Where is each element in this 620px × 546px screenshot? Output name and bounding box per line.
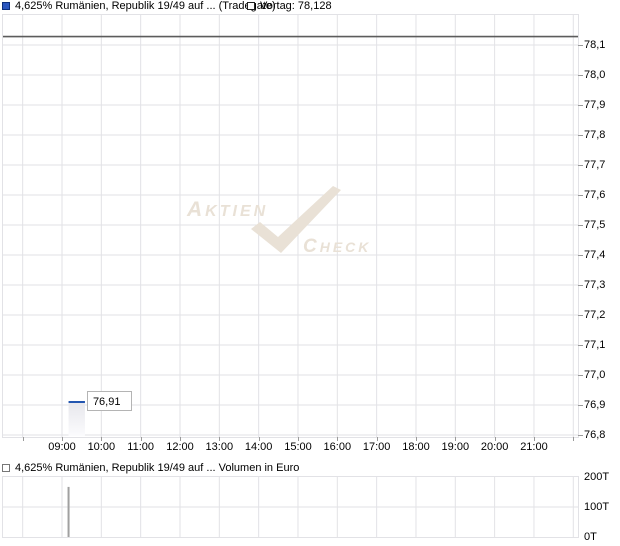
x-axis-tick <box>219 437 221 441</box>
previous-close-swatch-icon <box>247 2 255 10</box>
volume-chart-plot <box>2 476 579 538</box>
y-axis-tick <box>578 105 583 106</box>
y-axis-tick <box>578 345 583 346</box>
y-axis-tick-label: 77,7 <box>584 159 606 171</box>
y-axis-tick <box>578 255 583 256</box>
y-axis-tick-label: 77,9 <box>584 99 606 111</box>
y-axis-tick-label: 77,1 <box>584 339 606 351</box>
y-axis-tick <box>578 135 583 136</box>
volume-y-axis-tick-label: 0T <box>584 531 597 543</box>
y-axis-tick-label: 77,5 <box>584 219 606 231</box>
y-axis-tick <box>578 405 583 406</box>
x-axis-tick <box>22 437 24 441</box>
y-axis-tick <box>578 285 583 286</box>
price-chart-canvas <box>3 15 578 437</box>
volume-y-axis-tick-label: 100T <box>584 501 610 513</box>
x-axis-tick-label: 21:00 <box>520 441 548 453</box>
y-axis-tick-label: 76,8 <box>584 429 606 441</box>
volume-grid-lines <box>3 477 578 537</box>
y-axis-tick <box>578 375 583 376</box>
x-axis-tick-label: 16:00 <box>323 441 352 453</box>
series-legend-label: 4,625% Rumänien, Republik 19/49 auf ... … <box>15 0 276 12</box>
price-area-fill <box>68 402 85 436</box>
y-axis-tick-label: 77,8 <box>584 129 606 141</box>
volume-bar <box>67 486 70 537</box>
previous-close-legend-label: Vortag: 78,128 <box>260 0 332 12</box>
price-chart-plot <box>2 14 579 438</box>
y-axis-tick-label: 77,3 <box>584 279 606 291</box>
x-axis-tick-label: 10:00 <box>87 441 116 453</box>
y-axis-tick-label: 77,4 <box>584 249 606 261</box>
x-axis-tick-label: 17:00 <box>362 441 391 453</box>
y-axis-tick-label: 76,9 <box>584 399 606 411</box>
y-axis-tick <box>578 225 583 226</box>
price-grid-lines <box>3 15 578 437</box>
x-axis-tick-label: 18:00 <box>402 441 430 453</box>
y-axis-tick-label: 77,2 <box>584 309 606 321</box>
x-axis-tick <box>376 437 378 441</box>
x-axis-tick <box>62 437 63 441</box>
x-axis-tick-label: 14:00 <box>244 441 273 453</box>
y-axis-tick <box>578 45 583 46</box>
volume-chart-canvas <box>3 477 578 537</box>
x-axis-tick <box>494 437 496 441</box>
y-axis-tick-label: 78,1 <box>584 39 606 51</box>
x-axis-tick <box>101 437 103 441</box>
y-axis-tick <box>578 195 583 196</box>
x-axis-tick <box>297 437 299 441</box>
price-series-layer <box>3 35 578 436</box>
y-axis-tick <box>578 75 583 76</box>
y-axis-tick <box>578 315 583 316</box>
x-axis-tick-label: 12:00 <box>166 441 194 453</box>
x-axis-tick <box>258 437 260 441</box>
y-axis-tick-label: 77,6 <box>584 189 606 201</box>
x-axis-tick-label: 15:00 <box>284 441 312 453</box>
y-axis-tick-label: 77,0 <box>584 369 606 381</box>
x-axis-tick <box>415 437 417 441</box>
x-axis-tick <box>337 437 339 441</box>
last-price-label-box: 76,91 <box>86 391 132 411</box>
x-axis-tick-label: 11:00 <box>127 441 155 453</box>
y-axis-tick <box>578 435 583 436</box>
x-axis-tick <box>533 437 535 441</box>
x-axis-tick <box>573 437 575 441</box>
x-axis-tick <box>455 437 457 441</box>
x-axis-tick <box>140 437 142 441</box>
x-axis-tick-label: 20:00 <box>480 441 509 453</box>
y-axis-tick <box>578 165 583 166</box>
x-axis-tick-label: 19:00 <box>441 441 470 453</box>
volume-legend-label: 4,625% Rumänien, Republik 19/49 auf ... … <box>15 462 300 474</box>
y-axis-tick-label: 78,0 <box>584 69 606 81</box>
x-axis-tick <box>179 437 181 441</box>
x-axis-tick-label: 09:00 <box>48 441 76 453</box>
volume-y-axis-tick-label: 200T <box>584 471 610 483</box>
x-axis-tick-label: 13:00 <box>205 441 234 453</box>
volume-bars-layer <box>67 486 70 537</box>
series-color-swatch-icon <box>2 2 10 10</box>
volume-swatch-icon <box>2 464 10 472</box>
